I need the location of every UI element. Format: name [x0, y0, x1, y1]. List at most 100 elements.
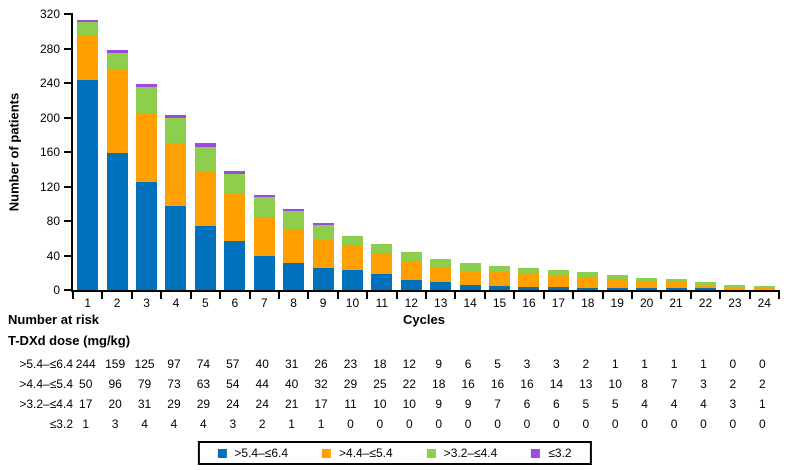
risk-value-cell: 31	[137, 397, 152, 411]
bar-segment	[312, 225, 334, 240]
bar-segment	[547, 275, 569, 288]
risk-value-cell: 6	[523, 397, 531, 411]
x-axis-tick	[189, 290, 192, 299]
risk-value-cell: 16	[520, 377, 534, 391]
risk-value-cell: 0	[582, 417, 590, 431]
risk-value-cell: 17	[79, 397, 93, 411]
bar-cycle-9	[308, 14, 337, 290]
bar-cycle-4	[161, 14, 190, 290]
risk-value-cell: 50	[79, 377, 93, 391]
y-axis-tick-label: 320	[39, 7, 60, 21]
bar-cycle-17	[544, 14, 573, 290]
risk-table-row: >5.4–≤6.4 244 159 125 97 74 57 40 31 26 23 18 12 9 6 5 3…	[0, 354, 789, 374]
y-axis-tick	[64, 289, 73, 291]
x-axis-tick	[366, 290, 369, 299]
legend-swatch	[322, 448, 332, 458]
risk-value-cell: 26	[314, 357, 328, 371]
bar-segment	[224, 173, 246, 195]
y-axis-tick	[64, 13, 73, 15]
bar-segment	[106, 52, 128, 71]
bar-segment	[606, 275, 628, 280]
bar-cycle-19	[603, 14, 632, 290]
risk-value-cell: 0	[435, 417, 443, 431]
x-axis-tick-label: 18	[581, 296, 595, 310]
bar-stack	[459, 263, 481, 290]
bar-segment	[547, 287, 569, 290]
x-axis-tick	[778, 290, 780, 299]
bar-segment	[312, 223, 334, 226]
x-axis-tick	[719, 290, 722, 299]
risk-value-cell: 29	[167, 397, 181, 411]
risk-value-cell: 5	[611, 397, 619, 411]
risk-value-cell: 0	[641, 417, 648, 431]
bar-segment	[400, 252, 422, 261]
risk-value-cell: 13	[579, 377, 593, 391]
risk-value-cell: 63	[196, 377, 211, 391]
bar-segment	[577, 276, 599, 288]
risk-value-cell: 16	[461, 377, 475, 391]
y-axis-tick	[64, 116, 73, 119]
risk-value-cell: 9	[435, 397, 443, 411]
risk-value-cell: 31	[284, 357, 299, 371]
bar-stack	[606, 275, 628, 290]
risk-value-cell: 24	[255, 397, 269, 411]
x-axis-tick	[248, 290, 251, 299]
risk-value-cell: 4	[641, 397, 648, 411]
risk-value-cell: 3	[700, 377, 707, 391]
legend-item: ≤3.2	[531, 446, 572, 460]
bar-stack	[547, 270, 569, 290]
y-axis-tick-label: 40	[46, 248, 60, 263]
risk-value-cell: 0	[553, 417, 560, 431]
risk-table-title: Number at risk	[8, 312, 100, 327]
bar-segment	[371, 252, 393, 275]
bar-segment	[400, 279, 422, 290]
bar-stack	[253, 194, 275, 290]
risk-value-cell: 97	[167, 357, 181, 371]
bar-segment	[459, 284, 481, 290]
x-axis-tick-label: 3	[143, 296, 150, 310]
x-axis-tick	[513, 290, 516, 299]
y-axis-tick-label: 0	[53, 283, 60, 297]
bar-cycle-6	[220, 14, 249, 290]
risk-value-cell: 0	[729, 417, 737, 431]
bar-segment	[489, 285, 511, 290]
risk-value-cell: 1	[288, 417, 295, 431]
x-axis-tick	[336, 290, 339, 299]
bar-segment	[459, 271, 481, 285]
x-axis-tick	[689, 290, 692, 299]
bar-segment	[489, 265, 511, 272]
legend-item: >5.4–≤6.4	[217, 446, 288, 460]
x-axis-tick-label: 8	[290, 296, 297, 310]
risk-table-rows: >5.4–≤6.4 244 159 125 97 74 57 40 31 26 23 18 12 9 6 5 3…	[0, 354, 789, 434]
bar-segment	[106, 70, 128, 153]
risk-value-cell: 0	[523, 417, 531, 431]
bar-segment	[606, 279, 628, 288]
x-axis-tick-label: 14	[463, 296, 477, 310]
x-axis-tick-label: 5	[202, 296, 209, 310]
risk-table-subtitle: T-DXd dose (mg/kg)	[8, 333, 131, 348]
risk-value-cell: 44	[255, 377, 269, 391]
risk-value-cell: 73	[167, 377, 181, 391]
x-axis-tick-label: 2	[113, 296, 121, 310]
risk-value-cell: 24	[226, 397, 240, 411]
bar-segment	[136, 114, 158, 183]
x-axis-tick-label: 24	[757, 296, 771, 310]
bar-segment	[577, 288, 599, 290]
risk-value-cell: 4	[700, 397, 707, 411]
bar-segment	[253, 217, 275, 256]
risk-value-cell: 1	[670, 357, 678, 371]
bar-segment	[106, 50, 128, 53]
bar-segment	[518, 268, 540, 274]
risk-value-cell: 1	[317, 417, 325, 431]
x-axis-tick	[130, 290, 133, 299]
bar-segment	[430, 282, 452, 290]
risk-value-cell: 7	[670, 377, 678, 391]
risk-value-cell: 32	[314, 377, 328, 391]
risk-value-cell: 12	[402, 357, 416, 371]
bar-segment	[136, 182, 158, 290]
risk-value-cell: 96	[108, 377, 122, 391]
bar-segment	[371, 274, 393, 290]
bar-cycle-7	[250, 14, 279, 290]
bar-segment	[694, 281, 716, 286]
